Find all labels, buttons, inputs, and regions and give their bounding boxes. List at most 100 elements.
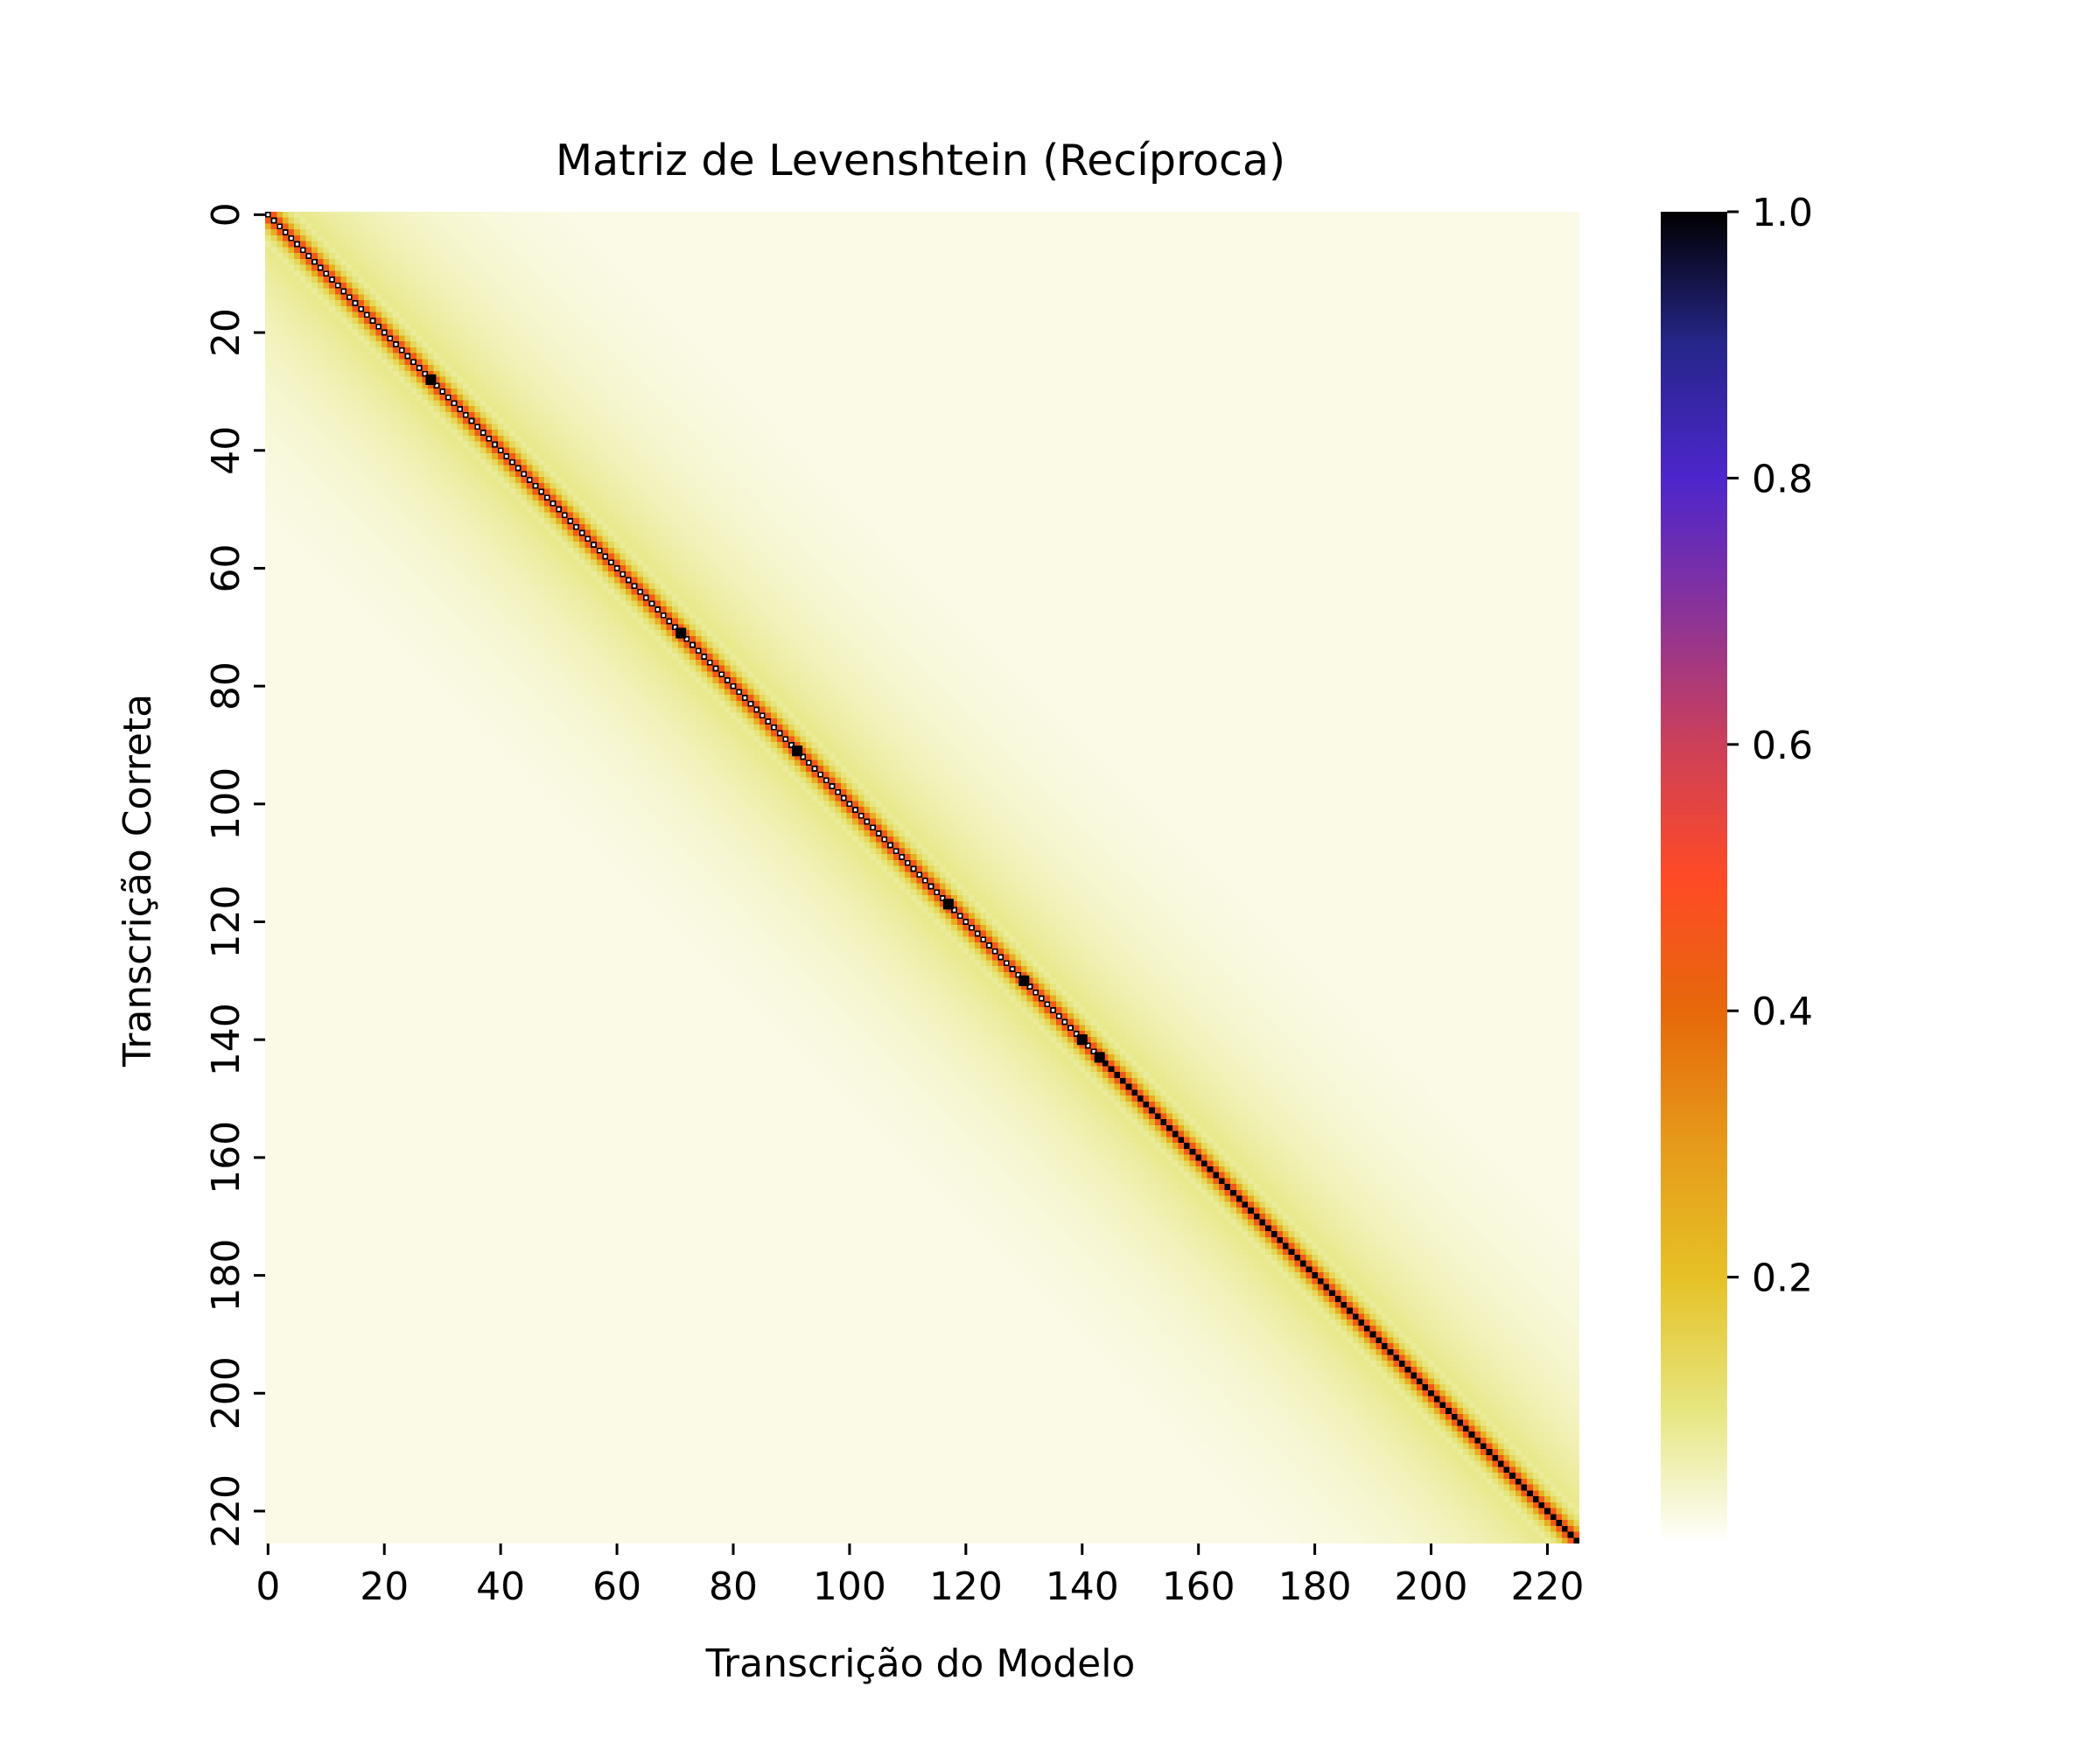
diagonal-white-dot: [382, 331, 386, 334]
diagonal-white-dot: [376, 325, 381, 329]
diagonal-white-dot: [871, 826, 875, 830]
diagonal-white-dot: [1057, 1014, 1060, 1018]
diagonal-white-dot: [580, 531, 584, 535]
diagonal-white-dot: [708, 661, 712, 664]
diagonal-white-dot: [604, 555, 607, 558]
y-tick-label: 20: [204, 308, 248, 357]
diagonal-white-dot: [883, 837, 886, 841]
diagonal-white-dot: [912, 867, 915, 871]
diagonal-white-dot: [505, 454, 508, 458]
diagonal-white-dot: [1051, 1008, 1055, 1012]
diagonal-white-dot: [865, 820, 869, 823]
diagonal-white-dot: [923, 878, 927, 883]
diagonal-white-dot: [312, 260, 317, 263]
diagonal-dark-mark: [942, 899, 954, 910]
diagonal-white-dot: [534, 484, 537, 487]
diagonal-white-dot: [934, 891, 939, 894]
diagonal-white-dot: [714, 667, 718, 670]
diagonal-dark-mark: [425, 374, 437, 385]
heatmap-matrix: [265, 212, 1579, 1544]
diagonal-white-dot: [655, 607, 660, 612]
diagonal-white-dot: [639, 590, 642, 594]
diagonal-white-dot: [417, 366, 421, 370]
diagonal-white-dot: [749, 702, 752, 706]
y-tick-label: 80: [204, 662, 248, 710]
diagonal-white-dot: [626, 578, 631, 582]
diagonal-white-dot: [976, 932, 979, 935]
diagonal-white-dot: [859, 814, 863, 817]
diagonal-white-dot: [848, 802, 851, 806]
y-tick-label: 180: [204, 1239, 248, 1312]
diagonal-white-dot: [703, 654, 706, 659]
diagonal-white-dot: [952, 908, 956, 912]
y-tick-label: 140: [204, 1003, 248, 1076]
colorbar-tick-label: 1.0: [1752, 191, 1813, 235]
colorbar: [1661, 212, 1727, 1544]
diagonal-white-dot: [330, 277, 334, 282]
diagonal-white-dot: [1063, 1020, 1067, 1024]
diagonal-white-dot: [999, 956, 1003, 959]
colorbar-tick-label: 0.8: [1752, 457, 1813, 501]
diagonal-white-dot: [1033, 990, 1038, 995]
diagonal-white-dot: [725, 678, 730, 682]
diagonal-white-dot: [510, 460, 514, 464]
diagonal-white-dot: [1074, 1032, 1078, 1036]
diagonal-white-dot: [650, 602, 654, 606]
diagonal-white-dot: [941, 896, 944, 900]
diagonal-white-dot: [336, 284, 340, 287]
diagonal-white-dot: [592, 542, 596, 547]
heatmap-cells: [265, 212, 1579, 1544]
colorbar-tick-label: 0.2: [1752, 1256, 1813, 1301]
diagonal-white-dot: [424, 372, 427, 375]
diagonal-white-dot: [1028, 984, 1032, 989]
diagonal-white-dot: [487, 437, 491, 440]
diagonal-white-dot: [644, 596, 648, 599]
colorbar-tick-label: 0.6: [1752, 724, 1813, 768]
diagonal-white-dot: [906, 861, 910, 864]
diagonal-white-dot: [458, 407, 462, 411]
diagonal-white-dot: [266, 213, 270, 217]
diagonal-white-dot: [1011, 967, 1014, 971]
x-tick-label: 0: [256, 1564, 280, 1609]
y-tick-label: 160: [204, 1121, 248, 1194]
diagonal-white-dot: [836, 790, 840, 794]
x-tick-label: 40: [476, 1564, 525, 1609]
diagonal-white-dot: [301, 248, 304, 252]
y-axis: 0 20 40 60 80 100 120 140 160 180 200 220: [204, 202, 265, 1548]
x-tick-label: 200: [1395, 1564, 1468, 1609]
diagonal-white-dot: [668, 620, 671, 623]
diagonal-white-dot: [411, 360, 416, 364]
diagonal-white-dot: [406, 354, 410, 358]
diagonal-white-dot: [743, 696, 746, 700]
diagonal-white-dot: [662, 613, 665, 617]
y-tick-label: 40: [204, 426, 248, 475]
diagonal-white-dot: [615, 566, 619, 570]
diagonal-white-dot: [272, 219, 276, 222]
colorbar-axis: 0.2 0.4 0.6 0.8 1.0: [1727, 191, 1813, 1301]
diagonal-white-dot: [894, 850, 898, 853]
diagonal-white-dot: [789, 743, 794, 747]
diagonal-white-dot: [784, 738, 788, 741]
diagonal-dark-mark: [792, 746, 803, 757]
x-tick-label: 160: [1162, 1564, 1236, 1609]
diagonal-white-dot: [778, 732, 781, 735]
diagonal-white-dot: [877, 831, 880, 836]
diagonal-white-dot: [295, 242, 299, 246]
diagonal-white-dot: [452, 402, 456, 405]
diagonal-white-dot: [354, 301, 357, 305]
diagonal-white-dot: [481, 430, 485, 435]
diagonal-white-dot: [586, 537, 590, 541]
diagonal-white-dot: [1016, 973, 1020, 976]
diagonal-white-dot: [290, 236, 293, 240]
diagonal-white-dot: [522, 472, 526, 476]
diagonal-white-dot: [900, 855, 904, 859]
x-tick-label: 180: [1278, 1564, 1352, 1609]
diagonal-white-dot: [1092, 1049, 1096, 1054]
diagonal-dark-mark: [1018, 975, 1030, 986]
x-tick-label: 220: [1510, 1564, 1584, 1609]
diagonal-white-dot: [970, 926, 974, 929]
diagonal-white-dot: [359, 307, 363, 311]
diagonal-white-dot: [556, 508, 561, 511]
diagonal-white-dot: [766, 719, 770, 724]
